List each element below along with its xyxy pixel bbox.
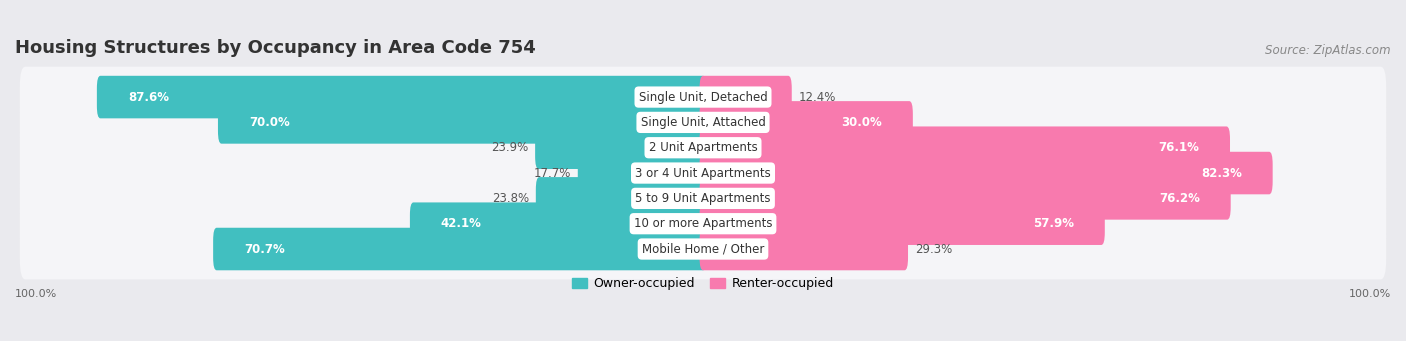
- Legend: Owner-occupied, Renter-occupied: Owner-occupied, Renter-occupied: [568, 272, 838, 295]
- FancyBboxPatch shape: [411, 203, 706, 245]
- Text: 23.8%: 23.8%: [492, 192, 529, 205]
- FancyBboxPatch shape: [20, 193, 1386, 254]
- Text: 70.7%: 70.7%: [245, 242, 285, 255]
- Text: 100.0%: 100.0%: [15, 289, 58, 299]
- FancyBboxPatch shape: [214, 228, 706, 270]
- FancyBboxPatch shape: [700, 152, 1272, 194]
- FancyBboxPatch shape: [97, 76, 706, 118]
- FancyBboxPatch shape: [578, 152, 706, 194]
- Text: 76.1%: 76.1%: [1159, 141, 1199, 154]
- Text: 82.3%: 82.3%: [1201, 166, 1241, 180]
- FancyBboxPatch shape: [20, 219, 1386, 279]
- FancyBboxPatch shape: [700, 203, 1105, 245]
- Text: 87.6%: 87.6%: [128, 91, 169, 104]
- FancyBboxPatch shape: [20, 92, 1386, 153]
- Text: 42.1%: 42.1%: [441, 217, 482, 230]
- FancyBboxPatch shape: [20, 168, 1386, 229]
- FancyBboxPatch shape: [700, 101, 912, 144]
- FancyBboxPatch shape: [700, 177, 1230, 220]
- FancyBboxPatch shape: [20, 67, 1386, 128]
- Text: Housing Structures by Occupancy in Area Code 754: Housing Structures by Occupancy in Area …: [15, 39, 536, 57]
- Text: Mobile Home / Other: Mobile Home / Other: [641, 242, 765, 255]
- Text: 5 to 9 Unit Apartments: 5 to 9 Unit Apartments: [636, 192, 770, 205]
- Text: 10 or more Apartments: 10 or more Apartments: [634, 217, 772, 230]
- Text: 100.0%: 100.0%: [1348, 289, 1391, 299]
- FancyBboxPatch shape: [20, 117, 1386, 178]
- FancyBboxPatch shape: [700, 127, 1230, 169]
- Text: 3 or 4 Unit Apartments: 3 or 4 Unit Apartments: [636, 166, 770, 180]
- Text: 29.3%: 29.3%: [915, 242, 952, 255]
- FancyBboxPatch shape: [218, 101, 706, 144]
- Text: Source: ZipAtlas.com: Source: ZipAtlas.com: [1265, 44, 1391, 57]
- Text: 17.7%: 17.7%: [533, 166, 571, 180]
- FancyBboxPatch shape: [536, 127, 706, 169]
- Text: 12.4%: 12.4%: [799, 91, 837, 104]
- Text: 23.9%: 23.9%: [491, 141, 529, 154]
- FancyBboxPatch shape: [700, 76, 792, 118]
- Text: 30.0%: 30.0%: [841, 116, 882, 129]
- Text: Single Unit, Attached: Single Unit, Attached: [641, 116, 765, 129]
- Text: 57.9%: 57.9%: [1033, 217, 1074, 230]
- FancyBboxPatch shape: [536, 177, 706, 220]
- Text: 70.0%: 70.0%: [249, 116, 290, 129]
- FancyBboxPatch shape: [20, 143, 1386, 204]
- Text: 76.2%: 76.2%: [1159, 192, 1199, 205]
- Text: 2 Unit Apartments: 2 Unit Apartments: [648, 141, 758, 154]
- FancyBboxPatch shape: [700, 228, 908, 270]
- Text: Single Unit, Detached: Single Unit, Detached: [638, 91, 768, 104]
